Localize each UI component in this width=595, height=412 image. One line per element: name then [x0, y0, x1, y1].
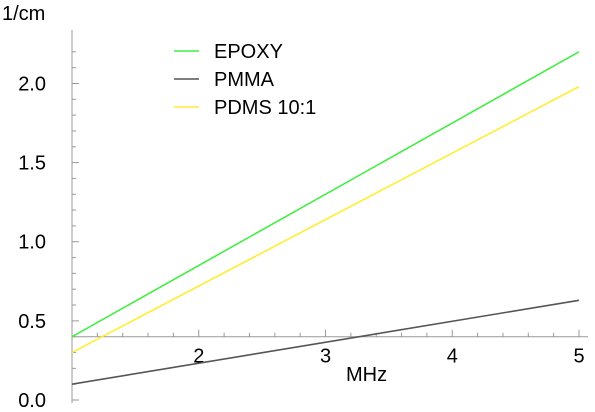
x-tick-label: 5 — [573, 346, 584, 368]
y-tick-label: 0.5 — [18, 311, 46, 333]
y-axis-label: 1/cm — [2, 3, 45, 25]
x-axis-minor-ticks — [96, 329, 580, 337]
x-axis-label: MHz — [346, 364, 387, 386]
y-tick-label: 2.0 — [18, 73, 46, 95]
series-layer — [71, 51, 580, 385]
series-line-epoxy — [71, 51, 580, 338]
y-axis-ticks: 0.0 0.5 1.0 1.5 2.0 — [18, 73, 46, 412]
legend-label: PMMA — [214, 69, 275, 91]
legend-label: EPOXY — [214, 41, 283, 63]
y-axis-minor-ticks — [72, 51, 79, 401]
y-tick-label: 1.5 — [18, 153, 46, 175]
series-line-pmma — [71, 299, 580, 385]
legend: EPOXY PMMA PDMS 10:1 — [174, 41, 316, 119]
series-line-pdms-10-1 — [71, 85, 580, 354]
x-axis-ticks: 2 3 4 5 — [193, 346, 584, 368]
x-tick-label: 3 — [320, 346, 331, 368]
x-tick-label: 2 — [193, 346, 204, 368]
legend-label: PDMS 10:1 — [214, 97, 316, 119]
y-tick-label: 1.0 — [18, 232, 46, 254]
y-tick-label: 0.0 — [18, 390, 46, 412]
x-tick-label: 4 — [447, 346, 458, 368]
